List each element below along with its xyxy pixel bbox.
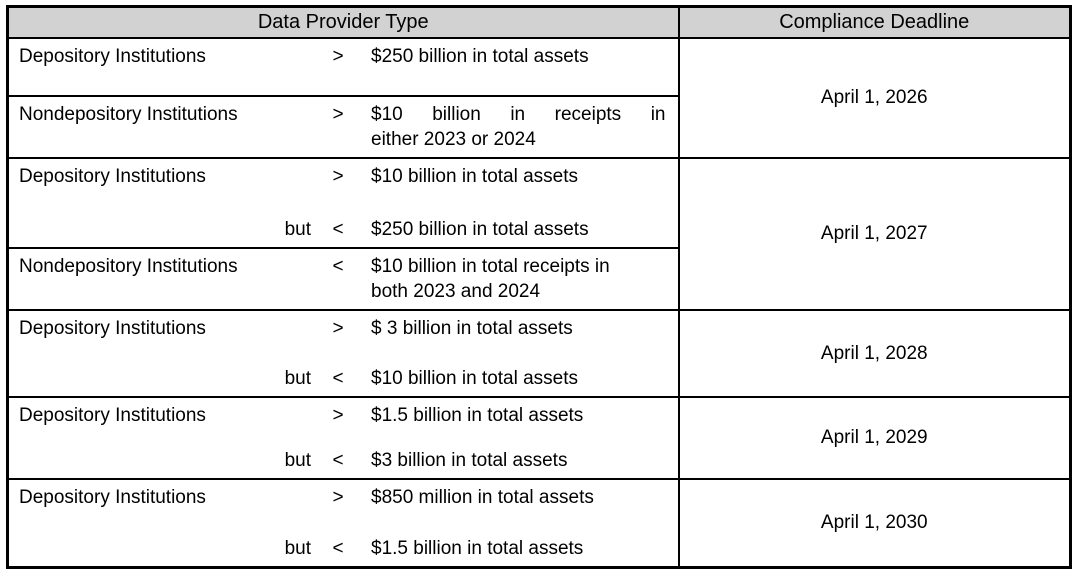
threshold-amount: $10 billion in total receipts in both 202… bbox=[371, 256, 610, 302]
institution-name: Depository Institutions bbox=[19, 405, 206, 426]
comparison-operator: < bbox=[332, 219, 344, 240]
criteria-line: but < $250 billion in total assets bbox=[19, 217, 678, 242]
criteria-line: Depository Institutions > $10 billion in… bbox=[19, 164, 678, 189]
table-row: Depository Institutions > $850 million i… bbox=[6, 478, 1072, 569]
comparison-operator: < bbox=[332, 256, 344, 277]
table-row: Nondepository Institutions < $10 billion… bbox=[6, 247, 1071, 311]
threshold-amount: $10 billion in receipts in either 2023 or… bbox=[371, 104, 666, 150]
comparison-operator: > bbox=[332, 487, 344, 508]
criteria-line: but < $3 billion in total assets bbox=[19, 448, 678, 473]
institution-name: Depository Institutions bbox=[19, 166, 206, 187]
header-compliance-deadline: Compliance Deadline bbox=[677, 5, 1072, 39]
threshold-amount: $1.5 billion in total assets bbox=[371, 405, 584, 426]
compliance-deadline-table: Data Provider Type Compliance Deadline D… bbox=[6, 5, 1072, 569]
criteria-line: Depository Institutions > $850 million i… bbox=[19, 485, 678, 510]
provider-cell: Depository Institutions > $ 3 billion in… bbox=[6, 309, 680, 398]
comparison-operator: > bbox=[332, 104, 344, 125]
deadline-cell: April 1, 2029 bbox=[677, 396, 1072, 480]
provider-cell: Nondepository Institutions < $10 billion… bbox=[6, 247, 680, 311]
institution-name: Nondepository Institutions bbox=[19, 256, 238, 277]
comparison-operator: < bbox=[332, 368, 344, 389]
provider-cell: Depository Institutions > $1.5 billion i… bbox=[6, 396, 680, 480]
comparison-operator: > bbox=[332, 46, 344, 67]
deadline-cell: April 1, 2028 bbox=[677, 309, 1072, 398]
comparison-operator: > bbox=[332, 318, 344, 339]
threshold-amount: $10 billion in total assets bbox=[371, 368, 579, 389]
comparison-operator: < bbox=[332, 450, 344, 471]
table-row: Depository Institutions > $250 billion i… bbox=[6, 37, 1072, 159]
but-label: but bbox=[284, 450, 311, 471]
comparison-operator: > bbox=[332, 166, 344, 187]
criteria-line: Depository Institutions > $1.5 billion i… bbox=[19, 403, 678, 428]
criteria-line: but < $10 billion in total assets bbox=[19, 366, 678, 391]
deadline-cell: April 1, 2026 bbox=[677, 37, 1072, 159]
threshold-amount: $250 billion in total assets bbox=[371, 46, 589, 67]
threshold-amount: $250 billion in total assets bbox=[371, 219, 589, 240]
deadline-cell: April 1, 2027 bbox=[677, 157, 1072, 311]
table-row: Depository Institutions > $10 billion in… bbox=[6, 157, 1072, 311]
table-row: Nondepository Institutions > $10 billion… bbox=[6, 95, 1071, 159]
but-label: but bbox=[284, 219, 311, 240]
provider-cell: Depository Institutions > $850 million i… bbox=[6, 478, 680, 569]
institution-name: Depository Institutions bbox=[19, 487, 206, 508]
threshold-amount: $10 billion in total assets bbox=[371, 166, 579, 187]
threshold-amount: $1.5 billion in total assets bbox=[371, 538, 584, 559]
criteria-line: Nondepository Institutions < $10 billion… bbox=[19, 254, 678, 304]
criteria-line: Nondepository Institutions > $10 billion… bbox=[19, 102, 678, 152]
threshold-amount: $ 3 billion in total assets bbox=[371, 318, 573, 339]
but-label: but bbox=[284, 538, 311, 559]
table-header-row: Data Provider Type Compliance Deadline bbox=[6, 5, 1072, 39]
provider-cell: Depository Institutions > $250 billion i… bbox=[6, 37, 680, 97]
table-row: Depository Institutions > $1.5 billion i… bbox=[6, 396, 1072, 480]
criteria-line: Depository Institutions > $ 3 billion in… bbox=[19, 316, 678, 341]
comparison-operator: > bbox=[332, 405, 344, 426]
threshold-amount: $850 million in total assets bbox=[371, 487, 594, 508]
provider-cell: Depository Institutions > $10 billion in… bbox=[6, 157, 680, 249]
criteria-line: Depository Institutions > $250 billion i… bbox=[19, 44, 678, 69]
institution-name: Depository Institutions bbox=[19, 46, 206, 67]
provider-cell: Nondepository Institutions > $10 billion… bbox=[6, 95, 680, 159]
comparison-operator: < bbox=[332, 538, 344, 559]
criteria-line: but < $1.5 billion in total assets bbox=[19, 536, 678, 561]
deadline-cell: April 1, 2030 bbox=[677, 478, 1072, 569]
but-label: but bbox=[284, 368, 311, 389]
threshold-amount: $3 billion in total assets bbox=[371, 450, 568, 471]
header-data-provider-type: Data Provider Type bbox=[6, 5, 680, 39]
institution-name: Depository Institutions bbox=[19, 318, 206, 339]
table-row: Depository Institutions > $ 3 billion in… bbox=[6, 309, 1072, 398]
institution-name: Nondepository Institutions bbox=[19, 104, 238, 125]
